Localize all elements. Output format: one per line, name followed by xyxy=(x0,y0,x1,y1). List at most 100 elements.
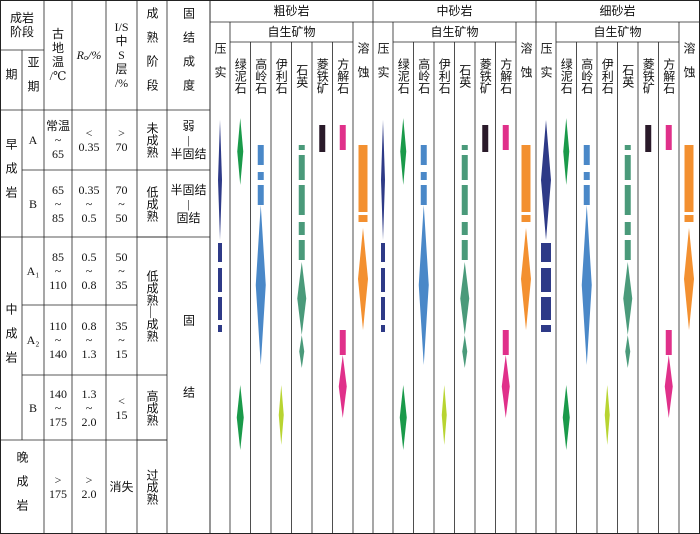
subperiod-name: A₁ xyxy=(26,264,40,278)
dissolution-header: 溶蚀 xyxy=(519,42,533,90)
range-bar xyxy=(381,243,385,262)
subperiod-name: A₂ xyxy=(26,333,40,347)
stage-name: 晚成岩 xyxy=(15,451,29,523)
temperature-line: ~ xyxy=(54,133,62,147)
range-bar xyxy=(624,145,631,150)
temperature-header-line: 古 xyxy=(51,27,64,41)
consolidation-line: 固结 xyxy=(176,210,201,225)
ro-header-part: /% xyxy=(88,48,102,62)
range-bar xyxy=(541,243,551,262)
range-spindle xyxy=(299,335,305,368)
mineral-header: 高岭石 xyxy=(579,58,594,94)
range-bar xyxy=(257,172,264,180)
ro-line: ~ xyxy=(85,264,93,278)
authigenic-header: 自生矿物 xyxy=(430,25,479,39)
temperature-header: 古地温/℃ xyxy=(44,0,72,110)
ro-line: ~ xyxy=(85,196,93,211)
is-layer: 50 ~35 xyxy=(106,237,137,305)
temperature-header-line: 温 xyxy=(51,55,64,69)
ro-line: 0.5 xyxy=(81,250,97,264)
range-spindle xyxy=(218,120,222,240)
range-bar xyxy=(624,155,631,180)
range-bar xyxy=(645,125,652,152)
ro: 0.8 ~1.3 xyxy=(72,305,106,375)
temperature: 65 ~85 xyxy=(44,170,72,237)
is-layer-line: 70 xyxy=(115,182,128,197)
range-spindle xyxy=(664,355,673,418)
dissolution-header: 溶蚀 xyxy=(682,42,696,90)
range-bar xyxy=(319,125,326,152)
temperature-line: 175 xyxy=(49,487,67,501)
is-layer-line: < xyxy=(118,393,125,408)
range-bar xyxy=(381,297,385,320)
is-header-line: S xyxy=(118,48,125,62)
range-bar xyxy=(624,240,631,260)
ro-line: 0.8 xyxy=(81,278,97,292)
range-bar xyxy=(482,125,489,152)
range-spindle xyxy=(297,262,307,335)
ro-line: 2.0 xyxy=(81,487,97,501)
temperature-line: 175 xyxy=(49,414,67,429)
mineral-header: 菱铁矿 xyxy=(641,58,656,94)
is-layer: <15 xyxy=(106,375,137,440)
is-layer-line: 15 xyxy=(115,347,128,361)
temperature-line: 140 xyxy=(49,386,67,401)
maturity: 高成熟 xyxy=(145,389,159,426)
ro-line: 0.5 xyxy=(81,210,97,225)
temperature-line: 85 xyxy=(52,210,64,225)
range-bar xyxy=(218,243,222,262)
ro-line: 2.0 xyxy=(81,414,97,429)
maturity: 过成熟 xyxy=(145,469,159,505)
range-bar xyxy=(381,325,385,332)
range-spindle xyxy=(581,205,592,365)
ro-header-part: o xyxy=(84,53,88,62)
range-bar xyxy=(298,240,305,260)
range-spindle xyxy=(381,120,385,240)
consolidation-header: 固结成度 xyxy=(181,7,196,103)
temperature-header-line: /℃ xyxy=(49,69,67,83)
range-bar xyxy=(420,172,427,180)
temperature-header-line: 地 xyxy=(51,41,64,55)
ro-line: ~ xyxy=(85,333,93,347)
range-bar xyxy=(339,125,346,150)
rock-name: 粗砂岩 xyxy=(273,4,310,18)
range-bar xyxy=(257,185,264,205)
consolidation: 固结 xyxy=(181,313,196,458)
consolidation-line: 弱 xyxy=(182,119,195,133)
mineral-header: 石英 xyxy=(457,64,472,88)
compaction-header: 压实 xyxy=(213,42,227,90)
is-layer-line: ~ xyxy=(118,333,125,347)
range-spindle xyxy=(400,118,407,185)
range-bar xyxy=(461,155,468,180)
range-spindle xyxy=(562,385,570,450)
range-bar xyxy=(541,297,551,320)
ro-line: 1.3 xyxy=(81,386,97,401)
maturity: 低成熟 xyxy=(145,185,159,222)
is-layer-line: ~ xyxy=(118,196,125,211)
is-layer-line: 70 xyxy=(115,140,128,154)
range-bar xyxy=(541,268,551,292)
subperiod-header: 亚期 xyxy=(26,56,40,104)
rock-name: 中砂岩 xyxy=(436,4,473,18)
range-bar xyxy=(624,185,631,215)
range-bar xyxy=(521,215,531,222)
stage-name: 中成岩 xyxy=(4,302,18,375)
range-spindle xyxy=(501,355,510,418)
range-spindle xyxy=(441,385,447,445)
range-bar xyxy=(461,240,468,260)
mineral-header: 石英 xyxy=(294,64,309,88)
range-bar xyxy=(583,185,590,205)
consolidation-line: 半固结 xyxy=(170,182,207,197)
mineral-header: 方解石 xyxy=(661,58,676,94)
is-layer-line: 35 xyxy=(115,319,128,333)
ro: <0.35 xyxy=(72,110,106,170)
maturity: 未成熟 xyxy=(145,122,159,158)
is-layer-line: 50 xyxy=(115,210,128,225)
is-header-line: 层 xyxy=(115,62,128,76)
range-bar xyxy=(218,268,222,292)
range-bar xyxy=(358,215,368,222)
range-bar xyxy=(218,325,222,332)
dissolution-header: 溶蚀 xyxy=(356,42,370,90)
